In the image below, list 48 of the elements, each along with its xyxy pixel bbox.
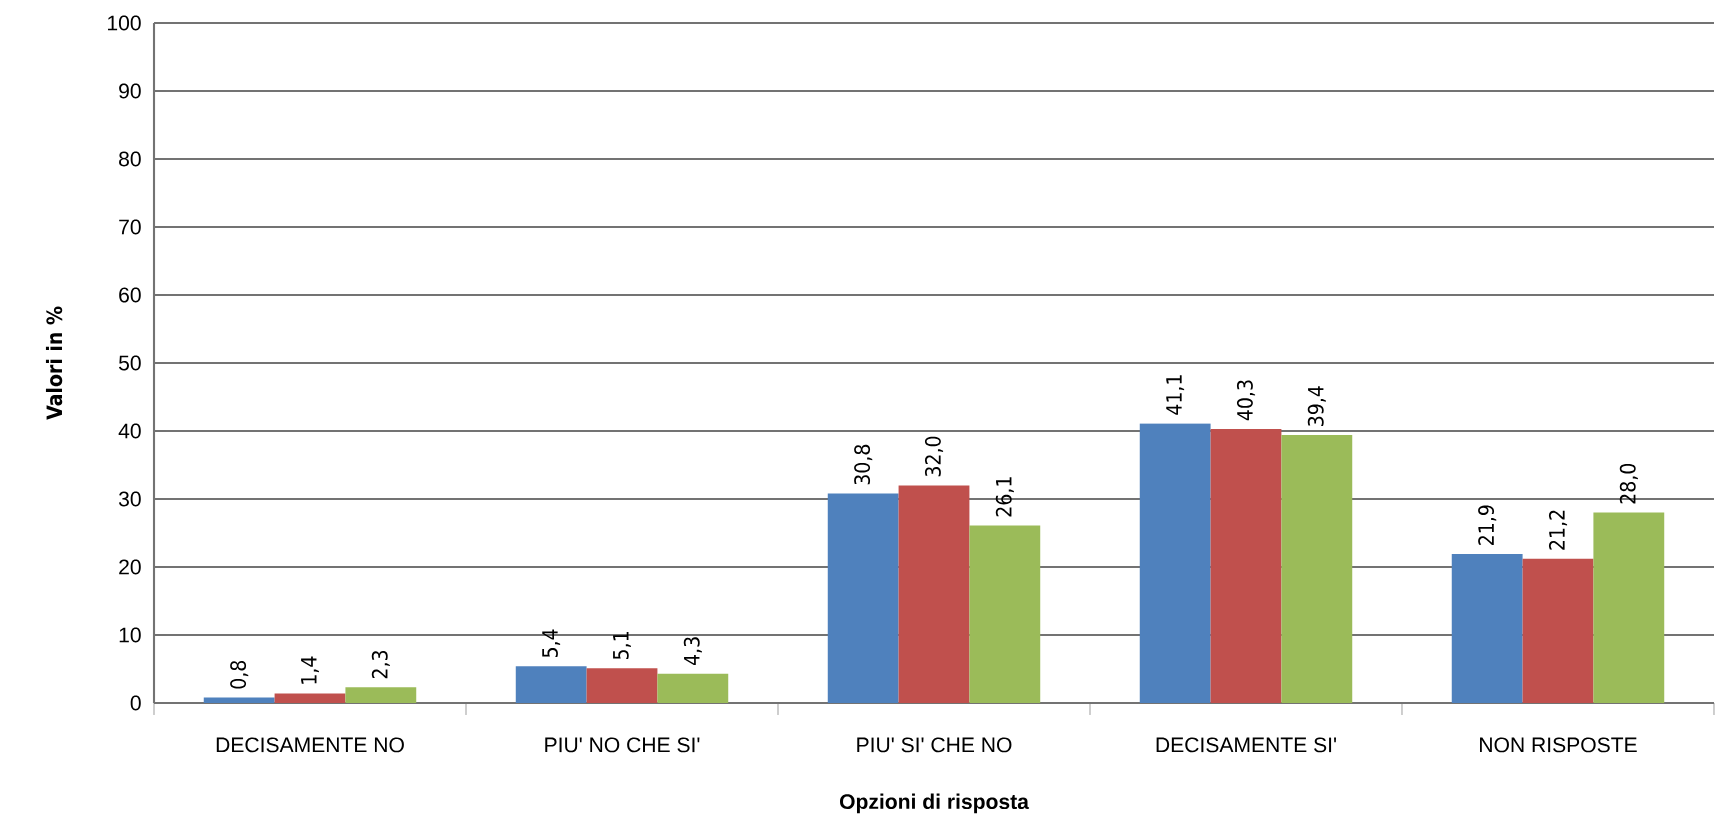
x-tick-label: PIU' NO CHE SI': [545, 737, 700, 753]
x-tick-label: DECISAMENTE SI': [1156, 737, 1336, 753]
bar: [203, 697, 275, 703]
data-label: 21,9: [1478, 505, 1497, 545]
y-tick-label: 40: [118, 423, 141, 439]
bar: [1281, 435, 1353, 703]
y-tick-label: 20: [119, 559, 141, 575]
data-label: 26,1: [995, 477, 1014, 517]
y-tick-label: 100: [108, 15, 141, 31]
bar: [1139, 423, 1211, 703]
data-label: 2,3: [371, 650, 390, 679]
bar: [898, 485, 970, 703]
y-axis-title: Valori in %: [45, 306, 63, 420]
y-tick-label: 90: [119, 83, 141, 99]
bar: [827, 493, 899, 703]
x-tick-label: NON RISPOSTE: [1480, 737, 1637, 753]
bar: [1593, 512, 1665, 703]
data-label: 0,8: [230, 660, 249, 689]
bar: [1210, 428, 1282, 703]
bar: [1451, 554, 1523, 703]
bar: [969, 525, 1041, 703]
y-tick-label: 10: [119, 627, 141, 643]
y-tick-label: 80: [119, 151, 141, 167]
data-label: 4,3: [683, 637, 702, 666]
data-label: 21,2: [1548, 510, 1568, 550]
x-tick-label: DECISAMENTE NO: [216, 737, 404, 753]
bar: [586, 668, 658, 703]
bar: [515, 666, 587, 703]
data-label: 40,3: [1236, 380, 1256, 421]
x-axis-title: Opzioni di risposta: [839, 793, 1030, 814]
y-tick-label: 30: [118, 491, 141, 507]
bar: [345, 687, 417, 703]
data-label: 5,1: [613, 632, 631, 660]
data-label: 39,4: [1307, 386, 1326, 426]
data-label: 5,4: [542, 629, 561, 658]
bar: [274, 693, 346, 703]
data-label: 1,4: [301, 656, 319, 684]
y-tick-label: 0: [130, 695, 141, 711]
x-tick-label: PIU' SI' CHE NO: [857, 737, 1012, 753]
data-label: 30,8: [854, 444, 873, 485]
data-label: 28,0: [1619, 463, 1638, 504]
y-tick-label: 50: [118, 355, 141, 371]
y-tick-label: 70: [119, 219, 141, 235]
bar: [657, 673, 729, 703]
data-label: 32,0: [924, 436, 944, 477]
data-label: 41,1: [1166, 375, 1185, 415]
y-tick-label: 60: [119, 287, 141, 303]
bar: [1522, 558, 1594, 703]
